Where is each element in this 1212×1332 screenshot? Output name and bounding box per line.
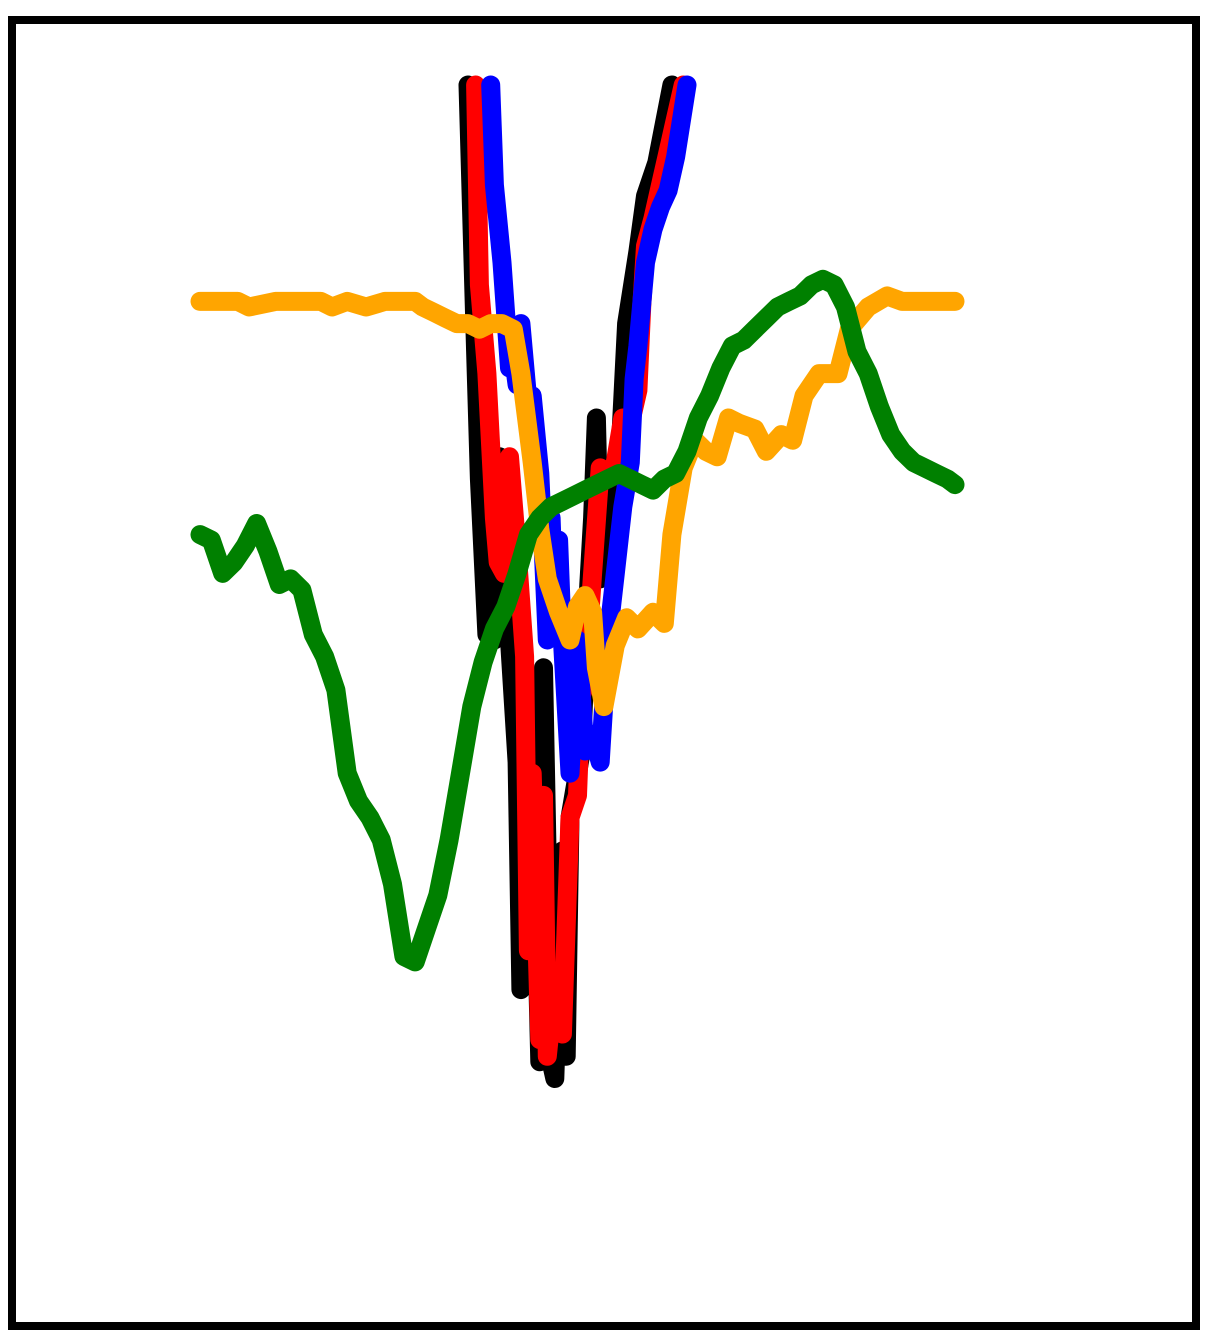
series-line-4 [190,286,965,717]
series-layer [190,75,965,1088]
plot-frame [8,16,1200,1330]
series-line-5 [190,269,965,972]
